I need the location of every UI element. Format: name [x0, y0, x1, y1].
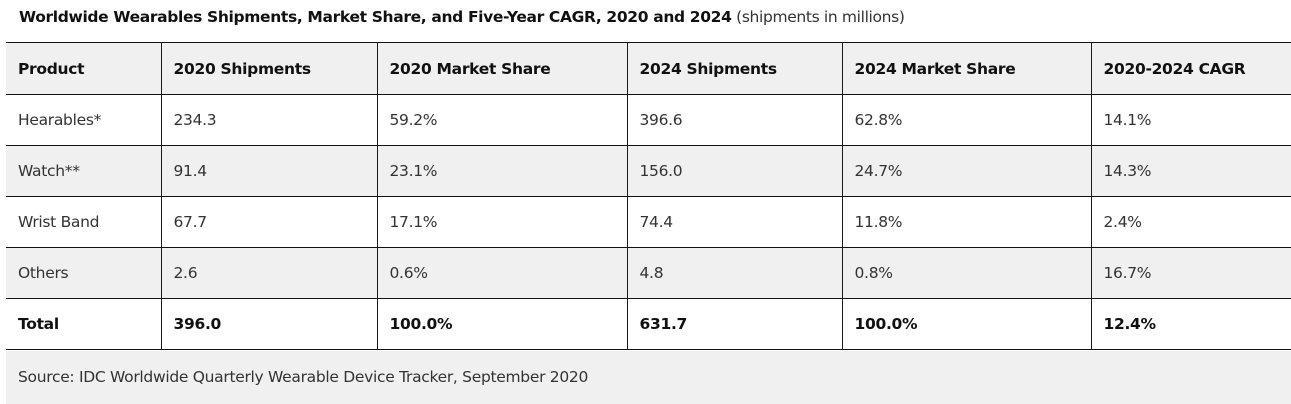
- wearables-shipments-table: Product 2020 Shipments 2020 Market Share…: [6, 42, 1291, 350]
- table-row-hearables: Hearables* 234.3 59.2% 396.6 62.8% 14.1%: [6, 94, 1291, 146]
- table-row-watch: Watch** 91.4 23.1% 156.0 24.7% 14.3%: [6, 145, 1291, 197]
- column-header-2024-market-share: 2024 Market Share: [841, 42, 1091, 95]
- cell-cagr: 14.3%: [1090, 145, 1291, 197]
- cell-2024-market-share: 100.0%: [841, 298, 1091, 350]
- cell-2020-market-share: 23.1%: [376, 145, 627, 197]
- column-header-2024-shipments: 2024 Shipments: [626, 42, 842, 95]
- cell-cagr: 14.1%: [1090, 94, 1291, 146]
- cell-2024-shipments: 4.8: [626, 247, 842, 299]
- cell-2020-shipments: 234.3: [160, 94, 377, 146]
- table-row-total: Total 396.0 100.0% 631.7 100.0% 12.4%: [6, 298, 1291, 350]
- cell-product: Wrist Band: [6, 196, 161, 248]
- table-title-main: Worldwide Wearables Shipments, Market Sh…: [19, 8, 732, 26]
- column-header-cagr: 2020-2024 CAGR: [1090, 42, 1291, 95]
- cell-2020-market-share: 17.1%: [376, 196, 627, 248]
- cell-2024-market-share: 62.8%: [841, 94, 1091, 146]
- cell-2024-shipments: 396.6: [626, 94, 842, 146]
- cell-2020-market-share: 59.2%: [376, 94, 627, 146]
- cell-cagr: 2.4%: [1090, 196, 1291, 248]
- cell-2024-market-share: 0.8%: [841, 247, 1091, 299]
- source-note: Source: IDC Worldwide Quarterly Wearable…: [6, 351, 1291, 404]
- cell-2020-shipments: 396.0: [160, 298, 377, 350]
- cell-2020-shipments: 2.6: [160, 247, 377, 299]
- cell-product: Others: [6, 247, 161, 299]
- cell-2024-shipments: 156.0: [626, 145, 842, 197]
- table-title: Worldwide Wearables Shipments, Market Sh…: [19, 7, 905, 27]
- cell-product: Watch**: [6, 145, 161, 197]
- header-row: Product 2020 Shipments 2020 Market Share…: [6, 42, 1291, 95]
- cell-2020-shipments: 67.7: [160, 196, 377, 248]
- cell-product: Hearables*: [6, 94, 161, 146]
- column-header-2020-shipments: 2020 Shipments: [160, 42, 377, 95]
- cell-2024-shipments: 631.7: [626, 298, 842, 350]
- cell-2024-shipments: 74.4: [626, 196, 842, 248]
- column-header-product: Product: [6, 42, 161, 95]
- column-header-2020-market-share: 2020 Market Share: [376, 42, 627, 95]
- cell-cagr: 12.4%: [1090, 298, 1291, 350]
- cell-2020-market-share: 100.0%: [376, 298, 627, 350]
- table-row-others: Others 2.6 0.6% 4.8 0.8% 16.7%: [6, 247, 1291, 299]
- cell-2020-market-share: 0.6%: [376, 247, 627, 299]
- table-title-units: (shipments in millions): [736, 8, 905, 26]
- table-row-wrist-band: Wrist Band 67.7 17.1% 74.4 11.8% 2.4%: [6, 196, 1291, 248]
- cell-cagr: 16.7%: [1090, 247, 1291, 299]
- cell-2024-market-share: 11.8%: [841, 196, 1091, 248]
- cell-product: Total: [6, 298, 161, 350]
- cell-2024-market-share: 24.7%: [841, 145, 1091, 197]
- cell-2020-shipments: 91.4: [160, 145, 377, 197]
